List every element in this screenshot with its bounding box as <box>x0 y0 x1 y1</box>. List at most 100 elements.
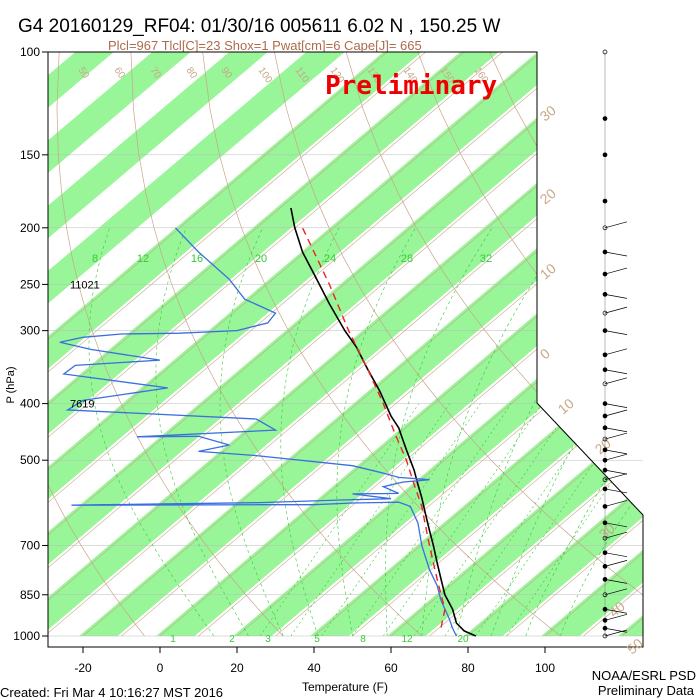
moist-adiabat-line <box>219 227 284 637</box>
x-tick-label: 80 <box>461 661 475 675</box>
y-tick-label: 300 <box>20 324 40 338</box>
credit-line-1: NOAA/ESRL PSD <box>592 668 696 683</box>
green-band <box>48 52 643 636</box>
wind-barb <box>604 629 628 637</box>
y-tick-label: 250 <box>20 277 40 291</box>
x-tick-label: 0 <box>157 661 164 675</box>
y-tick-label: 700 <box>20 539 40 553</box>
green-band <box>48 52 499 636</box>
moist-adiabat-line <box>456 227 643 637</box>
height-label: 7619 <box>70 399 94 411</box>
mixing-ratio-label: 12 <box>137 253 149 265</box>
moist-adiabat-labels: 1 2 3 5 8 12 20 <box>170 634 469 645</box>
moist-adiabat-line <box>421 227 569 637</box>
moist-adiabat-line <box>336 227 416 637</box>
sounding-series <box>59 207 477 637</box>
wind-station-mark <box>602 49 608 55</box>
y-axis-label: P (hPa) <box>5 366 17 403</box>
mixing-ratio-labels: 8 12 16 20 24 28 32 <box>92 253 492 265</box>
moist-adiabat-label: 20 <box>457 634 469 645</box>
x-tick-label: 100 <box>535 661 555 675</box>
isotherm-line <box>352 52 643 637</box>
wind-barb <box>604 221 628 229</box>
chart-subtitle: Plcl=967 Tlcl[C]=23 Shox=1 Pwat[cm]=6 Ca… <box>108 38 422 53</box>
wind-barb <box>604 251 628 257</box>
green-band <box>695 52 700 636</box>
wind-station-mark <box>602 535 608 541</box>
wind-barb <box>604 294 628 299</box>
green-bands <box>48 52 700 636</box>
isotherm-label: 80 <box>184 65 200 81</box>
moist-adiabat-line <box>280 227 340 637</box>
green-band <box>48 52 576 636</box>
right-temp-label: 20 <box>537 185 559 207</box>
green-band <box>48 52 422 636</box>
isotherm-line <box>48 52 426 637</box>
moist-adiabat-lines <box>88 227 643 637</box>
mixing-ratio-label: 20 <box>255 253 267 265</box>
plot-area: 50 60 70 80 90 100 110 120 130 140 150 160 <box>48 52 700 637</box>
wind-barb <box>604 522 628 528</box>
wind-barb <box>604 469 628 475</box>
y-tick-label: 850 <box>20 588 40 602</box>
green-band <box>48 52 345 636</box>
wind-station-mark <box>602 436 608 442</box>
wind-barb <box>604 348 628 356</box>
moist-adiabat-line <box>525 227 643 637</box>
mixing-ratio-line <box>444 403 604 637</box>
right-temp-label: 30 <box>537 102 559 124</box>
wind-barb <box>604 432 628 440</box>
wind-barb <box>604 552 628 558</box>
wind-barb <box>604 369 628 375</box>
green-band <box>541 52 643 636</box>
credit-line-2: Preliminary Data <box>598 683 695 698</box>
isotherm-line <box>390 52 643 637</box>
wind-station-mark <box>602 592 608 598</box>
wind-barb <box>604 627 628 633</box>
wind-barb <box>604 267 628 275</box>
isotherm-line <box>48 52 465 637</box>
preliminary-stamp: Preliminary <box>325 71 497 101</box>
wind-station-mark <box>602 477 608 483</box>
moist-adiabat-line <box>385 227 493 637</box>
mixing-ratio-line <box>352 403 512 637</box>
isotherm-line <box>82 52 643 637</box>
created-timestamp: Created: Fri Mar 4 10:16:27 MST 2016 <box>0 685 223 700</box>
moist-adiabat-label: 2 <box>229 634 235 645</box>
wind-station-mark <box>602 381 608 387</box>
right-temp-label: 0 <box>537 345 553 362</box>
wind-barb <box>604 588 628 596</box>
mixing-ratio-line <box>383 403 543 637</box>
y-tick-label: 1000 <box>13 629 40 643</box>
mixing-ratio-label: 32 <box>480 253 492 265</box>
wind-barb <box>604 500 628 507</box>
wind-barb <box>604 560 628 567</box>
x-tick-label: 20 <box>230 661 244 675</box>
y-axis-ticks: 100 150 200 250 300 400 500 700 850 1000 <box>13 45 48 643</box>
isotherm-line <box>159 52 643 637</box>
wind-barb <box>604 531 628 539</box>
wind-barb <box>604 473 628 481</box>
y-tick-label: 100 <box>20 45 40 59</box>
x-axis-ticks: -20 0 20 40 60 80 100 <box>74 647 555 675</box>
y-tick-label: 400 <box>20 397 40 411</box>
y-tick-label: 150 <box>20 148 40 162</box>
wind-station-mark <box>602 225 608 231</box>
moist-adiabat-line <box>155 227 249 637</box>
isotherm-line <box>48 52 580 637</box>
isobar-lines <box>48 51 643 637</box>
y-tick-label: 200 <box>20 221 40 235</box>
mixing-ratio-label: 8 <box>92 253 98 265</box>
isotherm-line <box>313 52 643 637</box>
green-band <box>310 52 643 636</box>
wind-station-mark <box>602 198 608 204</box>
wind-station-mark <box>602 633 608 639</box>
wind-barb <box>604 488 628 494</box>
wind-barb <box>604 403 628 408</box>
x-tick-label: 60 <box>384 661 398 675</box>
moist-adiabat-label: 3 <box>265 634 271 645</box>
isotherm-line <box>48 52 503 637</box>
mixing-ratio-line <box>290 403 450 637</box>
mixing-ratio-line <box>506 403 643 637</box>
